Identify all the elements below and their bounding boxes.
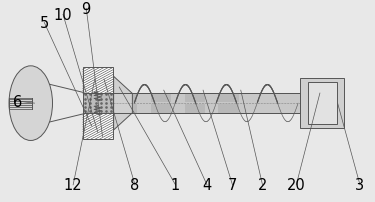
Text: 7: 7 <box>228 178 237 192</box>
Polygon shape <box>114 77 132 130</box>
Bar <box>82 113 113 139</box>
Text: 10: 10 <box>54 8 72 23</box>
Bar <box>218 94 239 102</box>
Bar <box>308 83 337 125</box>
Text: 3: 3 <box>356 178 364 192</box>
Text: 9: 9 <box>82 2 91 17</box>
Ellipse shape <box>9 66 53 141</box>
Text: 4: 4 <box>202 178 211 192</box>
Text: 6: 6 <box>13 94 22 109</box>
Text: 12: 12 <box>64 178 82 192</box>
Bar <box>151 105 171 113</box>
Bar <box>115 105 137 113</box>
Bar <box>300 79 344 129</box>
Bar <box>151 94 171 102</box>
Bar <box>113 94 300 113</box>
Bar <box>82 68 113 94</box>
Bar <box>184 105 205 113</box>
Text: 2: 2 <box>258 178 267 192</box>
Bar <box>184 94 205 102</box>
Text: 20: 20 <box>287 178 306 192</box>
Text: 5: 5 <box>40 16 49 31</box>
Bar <box>82 94 113 113</box>
Text: 8: 8 <box>130 178 140 192</box>
Text: 1: 1 <box>171 178 180 192</box>
Bar <box>218 105 239 113</box>
Bar <box>115 94 137 102</box>
